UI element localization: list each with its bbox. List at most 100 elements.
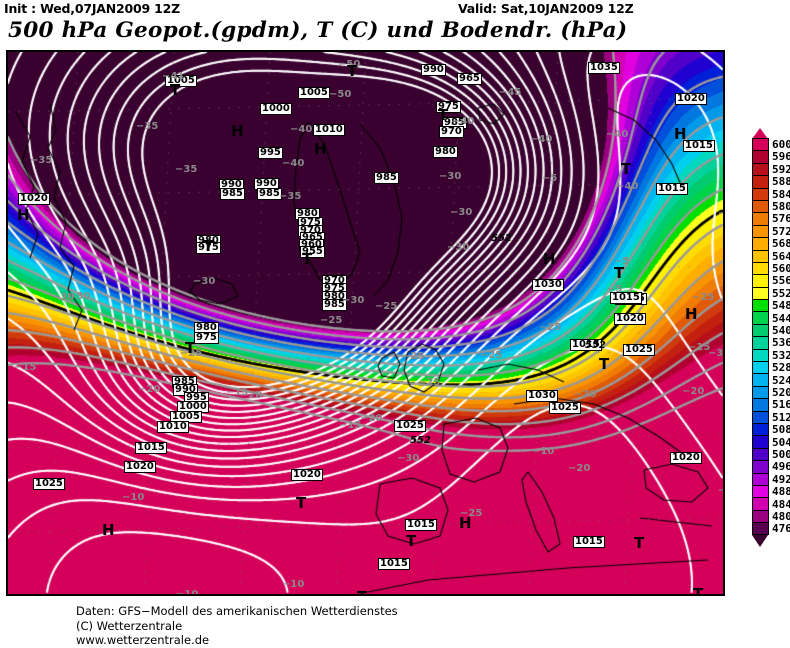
low-pressure-marker: T	[438, 106, 449, 124]
weather-map-canvas	[8, 52, 723, 594]
high-pressure-marker: H	[459, 514, 472, 532]
temperature-contour-label: −3	[708, 348, 724, 359]
colorbar-swatch	[752, 509, 769, 523]
colorbar-swatch	[752, 472, 769, 485]
temperature-contour-label: −15	[688, 342, 711, 353]
pressure-contour-label: 1015	[573, 536, 605, 548]
temperature-contour-label: −5	[607, 284, 623, 295]
low-pressure-marker: T	[296, 494, 307, 512]
pressure-contour-label: 970	[439, 126, 464, 138]
colorbar-swatch	[752, 274, 769, 287]
colorbar-tick-label: 548	[772, 299, 790, 313]
low-pressure-marker: T	[599, 355, 610, 373]
pressure-contour-label: 985	[220, 188, 245, 200]
colorbar-tick-label: 540	[772, 324, 790, 337]
temperature-contour-label: −30	[68, 291, 91, 302]
colorbar-swatch	[752, 348, 769, 362]
temperature-contour-label: −15	[718, 486, 723, 496]
colorbar-tick-label: 592	[772, 162, 790, 176]
temperature-contour-label: −30	[52, 292, 75, 303]
colorbar-swatch	[752, 249, 769, 262]
high-pressure-marker: H	[231, 122, 244, 140]
temperature-contour-label: −25	[320, 315, 343, 326]
footer-line-data-source: Daten: GFS−Modell des amerikanischen Wet…	[76, 604, 398, 618]
footer-line-copyright: (C) Wetterzentrale	[76, 618, 183, 633]
pressure-contour-label: 985	[322, 299, 347, 311]
colorbar-tick-label: 536	[772, 336, 790, 350]
colorbar-swatch	[752, 422, 769, 436]
temperature-contour-label: −15	[14, 362, 37, 373]
temperature-contour-label: −25	[692, 292, 715, 303]
temperature-contour-label: −20	[138, 384, 161, 395]
colorbar-tick-label: 580	[772, 200, 790, 213]
colorbar-tick-label: 584	[772, 187, 790, 201]
temperature-contour-label: −25	[539, 322, 562, 333]
high-pressure-marker: H	[674, 125, 687, 143]
colorbar-tick-label: 516	[772, 398, 790, 412]
colorbar-tick-label: 500	[772, 448, 790, 461]
pressure-contour-label: 1025	[549, 402, 581, 414]
low-pressure-marker: T	[347, 62, 358, 80]
colorbar-swatch	[752, 286, 769, 300]
colorbar-swatch	[752, 199, 769, 213]
colorbar-swatches	[752, 138, 769, 535]
pressure-contour-label: 995	[258, 147, 283, 159]
colorbar-swatch	[752, 336, 769, 349]
colorbar-tick-label: 492	[772, 472, 790, 486]
weather-map-panel: 1005 1005 1000 995 990 985 1010 990 965 975 985 970…	[6, 50, 725, 596]
footer-credits: Daten: GFS−Modell des amerikanischen Wet…	[76, 604, 398, 648]
temperature-contour-label: −20	[240, 390, 263, 401]
temperature-contour-label: −30	[193, 276, 216, 287]
colorbar-tick-label: 552	[772, 286, 790, 300]
colorbar-swatch	[752, 410, 769, 423]
colorbar-swatch	[752, 323, 769, 337]
temperature-contour-label: −5	[542, 173, 558, 184]
pressure-contour-label: 1020	[675, 93, 707, 105]
pressure-contour-label: 1030	[526, 390, 558, 402]
colorbar-swatch	[752, 447, 769, 461]
pressure-contour-label: 965	[457, 73, 482, 85]
temperature-contour-label: −40	[606, 129, 629, 140]
pressure-contour-label: 1015	[656, 183, 688, 195]
pressure-contour-label: 1015	[570, 339, 602, 351]
colorbar-tick-label: 504	[772, 435, 790, 449]
pressure-contour-label: 985	[257, 188, 282, 200]
low-pressure-marker: T	[357, 590, 367, 595]
colorbar-swatch	[752, 460, 769, 473]
colorbar-swatch	[752, 398, 769, 411]
colorbar-swatch	[752, 138, 769, 151]
pressure-contour-label: 1030	[532, 279, 564, 291]
colorbar-tick-label: 508	[772, 423, 790, 437]
temperature-contour-label: −3	[718, 209, 723, 219]
colorbar-tick-label: 484	[772, 497, 790, 511]
high-pressure-marker: H	[685, 305, 698, 323]
colorbar-tick-label: 596	[772, 150, 790, 164]
temperature-contour-label: −40	[616, 181, 639, 192]
colorbar-tick-label: 588	[772, 175, 790, 189]
temperature-contour-label: −50	[338, 59, 361, 70]
temperature-contour-label: −20	[574, 389, 597, 400]
temperature-contour-label: −50	[329, 89, 352, 100]
high-pressure-marker: H	[102, 521, 115, 539]
temperature-contour-label: −15	[339, 420, 362, 431]
header-bar: Init : Wed,07JAN2009 12Z Valid: Sat,10JA…	[0, 0, 790, 48]
colorbar-swatch	[752, 299, 769, 312]
temperature-contour-label: −30	[439, 171, 462, 182]
colorbar-tick-label: 576	[772, 212, 790, 226]
pressure-contour-label: 1015	[378, 558, 410, 570]
temperature-contour-label: −25	[375, 301, 398, 312]
colorbar-tick-label: 572	[772, 224, 790, 238]
colorbar-swatch	[752, 522, 769, 535]
colorbar-swatch	[752, 497, 769, 510]
pressure-contour-label: 1000	[260, 103, 292, 115]
temperature-contour-label: −45	[499, 87, 522, 98]
pressure-contour-label: 1000	[177, 401, 209, 413]
colorbar-swatch	[752, 373, 769, 386]
temperature-contour-label: −15	[226, 387, 249, 398]
colorbar-swatch	[752, 162, 769, 176]
colorbar-tick-label: 476	[772, 522, 790, 536]
colorbar-swatch	[752, 261, 769, 275]
colorbar-tick-label: 512	[772, 410, 790, 424]
low-pressure-marker: T	[621, 160, 632, 178]
footer-line-website[interactable]: www.wetterzentrale.de	[76, 633, 210, 647]
